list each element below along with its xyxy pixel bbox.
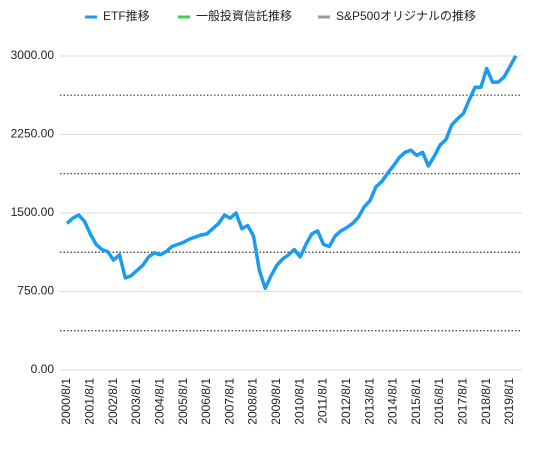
- y-tick-label: 2250.00: [11, 127, 55, 141]
- x-tick-label: 2001/8/1: [82, 378, 96, 425]
- y-tick-label: 3000.00: [11, 48, 55, 62]
- x-tick-label: 2003/8/1: [129, 378, 143, 425]
- x-tick-label: 2000/8/1: [59, 378, 73, 425]
- y-tick-label: 1500.00: [11, 205, 55, 219]
- x-tick-label: 2014/8/1: [386, 378, 400, 425]
- x-tick-label: 2017/8/1: [456, 378, 470, 425]
- x-tick-label: 2008/8/1: [246, 378, 260, 425]
- legend-label: 一般投資信託推移: [196, 8, 292, 23]
- x-tick-label: 2018/8/1: [479, 378, 493, 425]
- x-tick-label: 2011/8/1: [316, 378, 330, 424]
- legend-label: ETF推移: [103, 9, 150, 23]
- x-tick-label: 2015/8/1: [409, 378, 423, 425]
- legend-label: S&P500オリジナルの推移: [336, 9, 476, 23]
- x-tick-label: 2006/8/1: [199, 378, 213, 425]
- x-tick-label: 2010/8/1: [292, 378, 306, 425]
- x-tick-label: 2019/8/1: [502, 378, 516, 425]
- x-tick-label: 2002/8/1: [106, 378, 120, 425]
- series-line: [65, 55, 518, 291]
- x-tick-label: 2012/8/1: [339, 378, 353, 425]
- x-tick-label: 2004/8/1: [152, 378, 166, 425]
- x-tick-label: 2013/8/1: [362, 378, 376, 425]
- y-tick-label: 0.00: [31, 362, 55, 376]
- x-tick-label: 2016/8/1: [432, 378, 446, 425]
- y-tick-label: 750.00: [17, 284, 54, 298]
- x-tick-label: 2005/8/1: [176, 378, 190, 425]
- x-tick-label: 2007/8/1: [222, 378, 236, 425]
- x-tick-label: 2009/8/1: [269, 378, 283, 425]
